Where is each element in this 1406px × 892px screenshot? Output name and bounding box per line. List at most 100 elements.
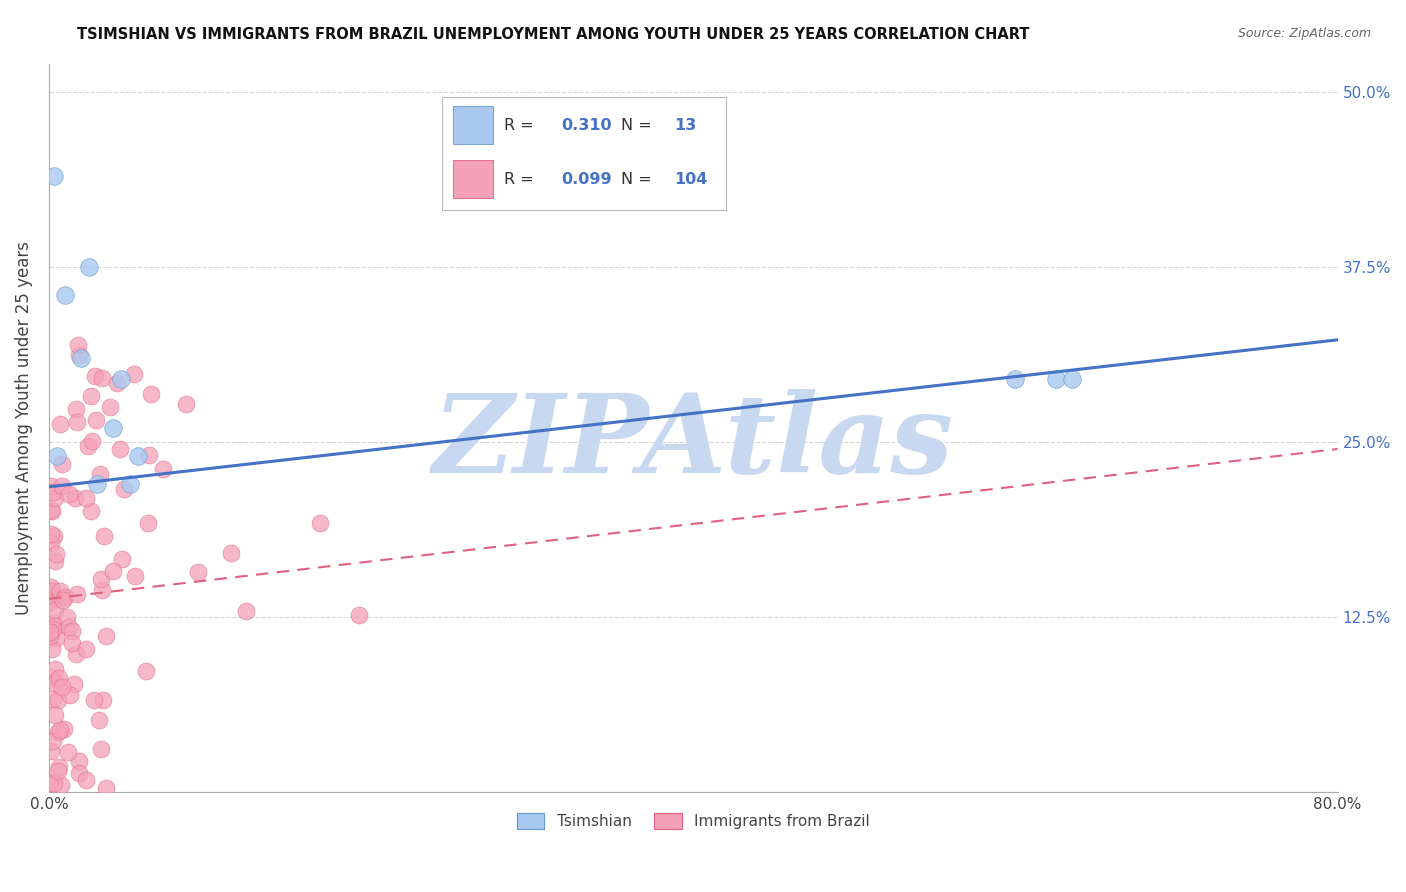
Point [67,337,90,351]
Point [86,477,108,491]
Point [46,449,69,463]
Point [67,348,90,362]
Point [89,713,111,727]
Point [53,591,76,605]
Point [84,413,107,427]
Point [60,636,83,650]
Point [75,772,97,787]
Point [52,593,75,607]
Point [39,744,62,758]
Point [111,552,134,566]
Point [41,584,63,599]
Legend: Tsimshian, Immigrants from Brazil: Tsimshian, Immigrants from Brazil [510,807,876,835]
Point [127,449,149,463]
Point [44,616,66,631]
Point [46,692,69,706]
Point [52,722,75,736]
Point [39,479,62,493]
Point [219,546,242,560]
Point [136,516,159,530]
Point [41,504,63,518]
Point [51,479,73,493]
Point [152,462,174,476]
Point [90,741,112,756]
Point [42,622,65,636]
Point [58,487,80,501]
Point [75,491,97,506]
Point [39,526,62,541]
Point [49,417,72,432]
Point [110,372,132,386]
Point [77,439,100,453]
Point [89,467,111,481]
Point [42,169,65,183]
Point [80,503,103,517]
Point [56,610,79,624]
Text: Source: ZipAtlas.com: Source: ZipAtlas.com [1237,27,1371,40]
Point [1060,372,1083,386]
Point [46,764,69,778]
Point [83,693,105,707]
Point [82,434,104,449]
Point [59,689,82,703]
Point [53,288,76,302]
Point [49,723,72,737]
Point [63,491,86,505]
Point [51,457,73,471]
Point [67,755,90,769]
Point [51,680,73,694]
Point [44,553,66,567]
Point [65,647,87,661]
Point [63,677,86,691]
Point [41,484,63,499]
Point [98,401,121,415]
Point [60,624,83,639]
Point [176,397,198,411]
Point [1004,372,1026,386]
Point [122,367,145,381]
Point [45,548,67,562]
Point [91,582,114,597]
Point [45,631,67,645]
Point [56,746,79,760]
Point [66,587,89,601]
Y-axis label: Unemployment Among Youth under 25 years: Unemployment Among Youth under 25 years [15,241,32,615]
Point [108,442,131,457]
Point [103,421,125,435]
Point [48,584,70,599]
Point [38,596,60,610]
Point [1045,372,1067,386]
Point [83,369,105,384]
Point [308,516,330,530]
Point [101,564,124,578]
Point [134,664,156,678]
Point [46,724,69,739]
Text: TSIMSHIAN VS IMMIGRANTS FROM BRAZIL UNEMPLOYMENT AMONG YOUTH UNDER 25 YEARS CORR: TSIMSHIAN VS IMMIGRANTS FROM BRAZIL UNEM… [77,27,1029,42]
Point [347,608,370,623]
Point [39,535,62,549]
Point [44,708,66,723]
Point [138,448,160,462]
Point [124,569,146,583]
Point [38,624,60,639]
Point [42,734,65,748]
Point [49,778,72,792]
Point [44,662,66,676]
Point [44,491,66,506]
Point [39,503,62,517]
Point [44,776,66,790]
Point [70,351,93,365]
Point [41,641,63,656]
Point [91,693,114,707]
Point [80,388,103,402]
Point [45,676,67,690]
Point [75,642,97,657]
Point [38,670,60,684]
Point [41,580,63,594]
Point [65,402,87,417]
Point [58,620,80,634]
Point [118,477,141,491]
Point [93,529,115,543]
Point [44,619,66,633]
Point [90,572,112,586]
